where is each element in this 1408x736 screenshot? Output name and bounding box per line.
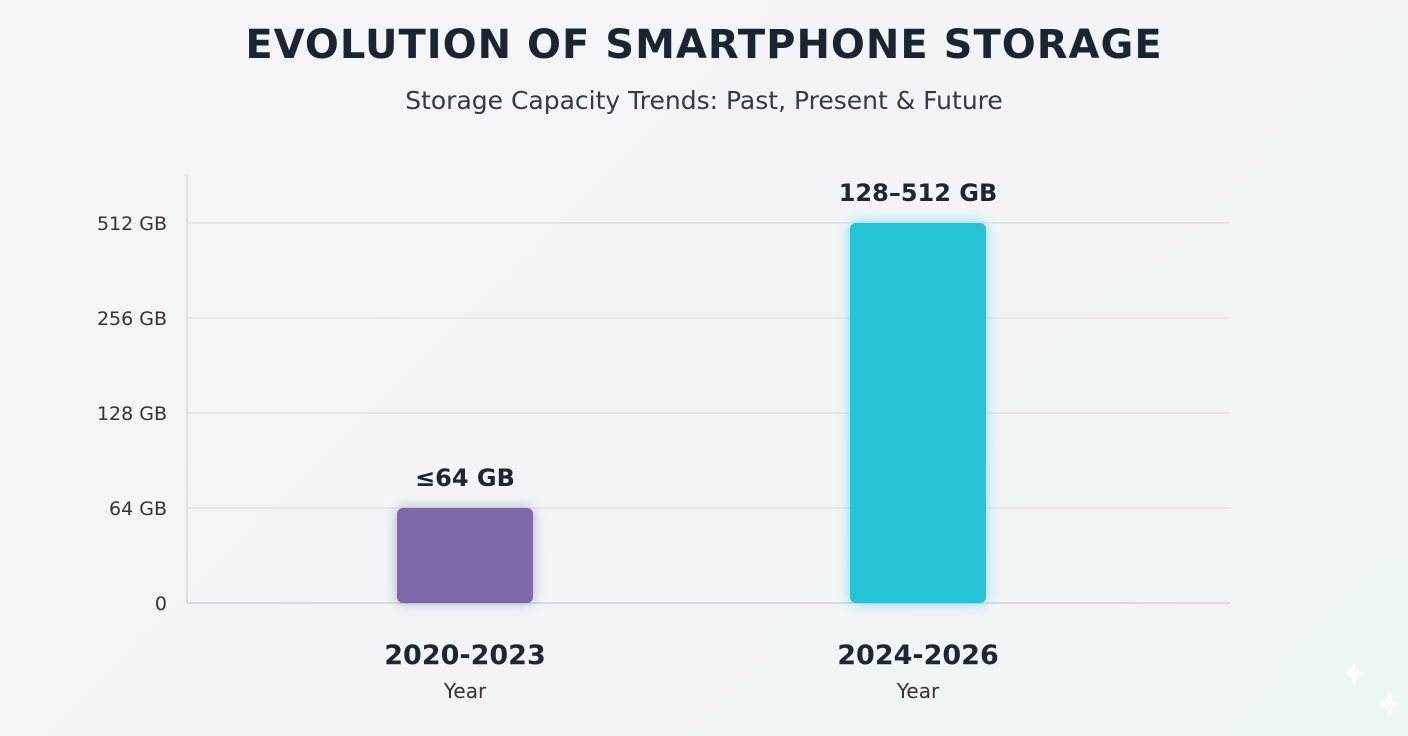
- sparkle-icon: ✦: [1340, 655, 1369, 695]
- y-tick-label: 128 GB: [97, 403, 167, 425]
- y-tick-label: 64 GB: [109, 498, 167, 520]
- x-tick-label: 2024-2026: [837, 640, 999, 671]
- y-tick-label: 512 GB: [97, 213, 167, 235]
- sparkle-icon: ✦: [1375, 685, 1404, 725]
- x-axis-label: Year: [443, 679, 487, 703]
- data-label: ≤64 GB: [415, 464, 515, 492]
- bar: [397, 508, 533, 603]
- x-tick-label: 2020-2023: [384, 640, 546, 671]
- data-label: 128–512 GB: [839, 179, 998, 207]
- x-axis-label: Year: [896, 679, 940, 703]
- chart-title: EVOLUTION OF SMARTPHONE STORAGE: [245, 22, 1163, 68]
- chart-subtitle: Storage Capacity Trends: Past, Present &…: [405, 86, 1003, 115]
- y-tick-label: 0: [155, 593, 167, 615]
- y-tick-label: 256 GB: [97, 308, 167, 330]
- bar: [850, 223, 986, 603]
